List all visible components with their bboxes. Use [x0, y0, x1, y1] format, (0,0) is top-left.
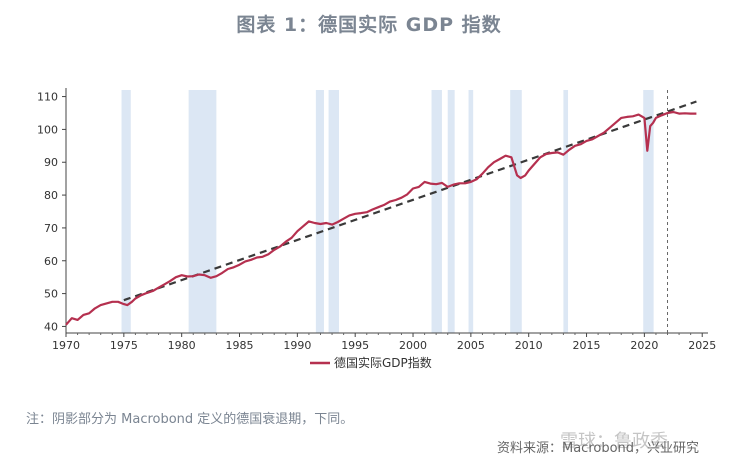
figure-title: 图表 1：德国实际 GDP 指数	[236, 14, 502, 36]
y-tick-label-100: 100	[37, 123, 58, 136]
watermark: 雪球：鲁政委	[560, 431, 668, 452]
x-tick-label-1970: 1970	[52, 339, 80, 352]
x-tick-label-2000: 2000	[399, 339, 427, 352]
recession-band-2	[315, 90, 324, 333]
x-tick-label-1985: 1985	[226, 339, 254, 352]
y-tick-label-110: 110	[37, 91, 58, 104]
y-tick-label-40: 40	[44, 320, 58, 333]
recession-band-0	[121, 90, 131, 333]
recession-band-4	[431, 90, 442, 333]
legend-label: 德国实际GDP指数	[334, 355, 432, 370]
series-line-0	[65, 110, 697, 326]
x-tick-label-1995: 1995	[341, 339, 369, 352]
y-tick-label-60: 60	[44, 255, 58, 268]
recession-band-5	[447, 90, 455, 333]
x-tick-label-2010: 2010	[515, 339, 543, 352]
x-tick-label-1980: 1980	[168, 339, 196, 352]
recession-band-7	[510, 90, 522, 333]
x-tick-label-2025: 2025	[688, 339, 716, 352]
x-tick-label-2020: 2020	[630, 339, 658, 352]
recession-band-3	[328, 90, 339, 333]
figure-source: 资料来源：Macrobond，兴业研究	[497, 441, 700, 456]
y-tick-label-50: 50	[44, 288, 58, 301]
legend: 德国实际GDP指数	[310, 355, 432, 370]
x-tick-label-2015: 2015	[573, 339, 601, 352]
recession-band-9	[643, 90, 654, 333]
recession-band-8	[563, 90, 569, 333]
axes: 40 50 60 70 80 90 100 110 1970 1975 1980 1985 1990 19…	[37, 88, 716, 352]
x-tick-label-2005: 2005	[457, 339, 485, 352]
series-layer	[65, 110, 697, 326]
x-tick-label-1975: 1975	[110, 339, 138, 352]
figure-note: 注：阴影部分为 Macrobond 定义的德国衰退期，下同。	[26, 412, 354, 427]
recession-band-6	[468, 90, 474, 333]
recession-band-1	[188, 90, 217, 333]
y-tick-label-90: 90	[44, 156, 58, 169]
x-tick-label-1990: 1990	[283, 339, 311, 352]
line-chart: 40 50 60 70 80 90 100 110 1970 1975 1980 1985 1990 19…	[37, 88, 716, 370]
y-tick-label-80: 80	[44, 189, 58, 202]
y-tick-label-70: 70	[44, 222, 58, 235]
recession-shading-layer	[121, 90, 654, 333]
